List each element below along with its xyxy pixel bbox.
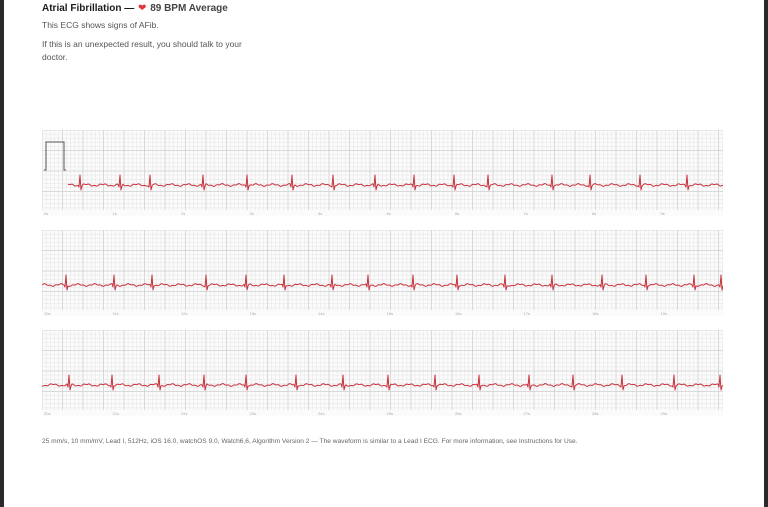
ecg-trace xyxy=(42,274,723,291)
time-tick-label: 22s xyxy=(181,411,187,416)
time-tick-label: 5s xyxy=(387,211,391,216)
ecg-strip-2: 10s 11s 12s 13s 14s 15s 16s 17s 18s 19s xyxy=(42,230,723,316)
time-tick-label: 20s xyxy=(44,411,50,416)
result-summary: This ECG shows signs of AFib. xyxy=(42,20,159,30)
ecg-strip-3: 20s 21s 22s 23s 24s 25s 26s 27s 28s 29s xyxy=(42,330,723,416)
result-title: Atrial Fibrillation — ❤ 89 BPM Average xyxy=(42,2,442,16)
time-tick-label: 17s xyxy=(524,311,530,316)
time-tick-label: 6s xyxy=(455,211,459,216)
ecg-strip-1: 0s 1s 2s 3s 4s 5s 6s 7s 8s 9s xyxy=(42,130,723,216)
recording-details: 25 mm/s, 10 mm/mV, Lead I, 512Hz, iOS 16… xyxy=(42,438,578,445)
result-advice: If this is an unexpected result, you sho… xyxy=(42,39,242,62)
ecg-trace xyxy=(67,174,723,191)
time-tick-label: 21s xyxy=(113,411,119,416)
time-tick-label: 15s xyxy=(387,311,393,316)
time-tick-label: 13s xyxy=(250,311,256,316)
ecg-report-page: Atrial Fibrillation — ❤ 89 BPM Average T… xyxy=(4,0,764,507)
time-tick-label: 24s xyxy=(318,411,324,416)
time-tick-label: 19s xyxy=(661,311,667,316)
ecg-trace xyxy=(42,374,723,391)
time-tick-label: 7s xyxy=(524,211,528,216)
time-tick-label: 23s xyxy=(250,411,256,416)
ecg-strip-3-chart: 20s 21s 22s 23s 24s 25s 26s 27s 28s 29s xyxy=(42,330,723,416)
time-tick-label: 14s xyxy=(318,311,324,316)
time-tick-label: 28s xyxy=(592,411,598,416)
time-tick-label: 29s xyxy=(661,411,667,416)
ecg-strip-1-chart: 0s 1s 2s 3s 4s 5s 6s 7s 8s 9s xyxy=(42,130,723,216)
report-header: Atrial Fibrillation — ❤ 89 BPM Average T… xyxy=(42,2,442,64)
time-tick-label: 4s xyxy=(318,211,322,216)
time-tick-label: 2s xyxy=(181,211,185,216)
time-tick-label: 12s xyxy=(181,311,187,316)
time-tick-label: 10s xyxy=(44,311,50,316)
average-bpm: 89 BPM Average xyxy=(150,3,228,14)
time-tick-label: 3s xyxy=(250,211,254,216)
diagnosis-label: Atrial Fibrillation — xyxy=(42,3,135,14)
time-tick-label: 16s xyxy=(455,311,461,316)
time-tick-label: 8s xyxy=(592,211,596,216)
ecg-strip-2-chart: 10s 11s 12s 13s 14s 15s 16s 17s 18s 19s xyxy=(42,230,723,316)
time-tick-label: 9s xyxy=(661,211,665,216)
time-tick-label: 25s xyxy=(387,411,393,416)
time-tick-label: 1s xyxy=(113,211,117,216)
time-tick-label: 27s xyxy=(524,411,530,416)
calibration-pulse xyxy=(44,141,66,171)
time-tick-label: 11s xyxy=(113,311,119,316)
heart-icon: ❤ xyxy=(138,3,147,14)
time-tick-label: 0s xyxy=(44,211,48,216)
time-tick-label: 18s xyxy=(592,311,598,316)
time-tick-label: 26s xyxy=(455,411,461,416)
